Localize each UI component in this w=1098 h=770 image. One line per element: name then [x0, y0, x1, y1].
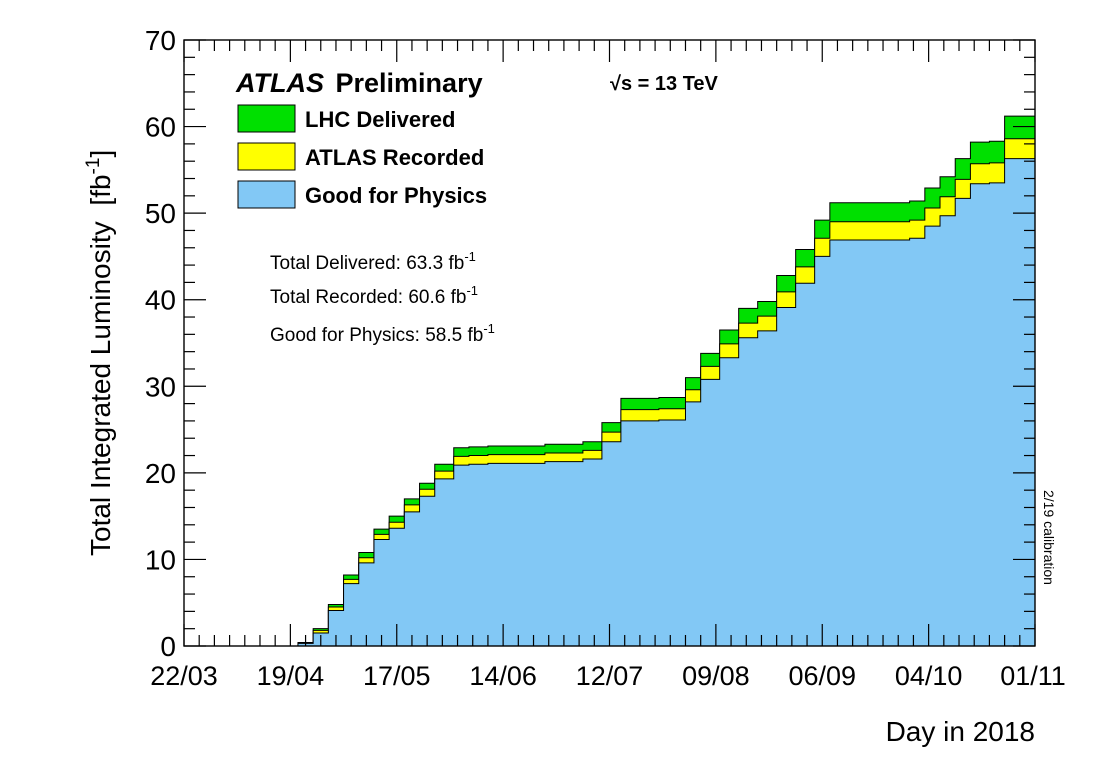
energy-label: √s = 13 TeV [610, 73, 719, 95]
y-tick-label: 0 [160, 631, 176, 662]
y-tick-label: 10 [145, 544, 176, 575]
y-tick-label: 50 [145, 198, 176, 229]
y-tick-label: 30 [145, 371, 176, 402]
legend: ATLAS Preliminary √s = 13 TeV LHC Delive… [235, 68, 719, 209]
legend-label-good: Good for Physics [305, 183, 487, 208]
x-tick-label: 04/10 [895, 661, 963, 691]
x-tick-label: 14/06 [469, 661, 537, 691]
x-tick-label: 17/05 [363, 661, 431, 691]
total-delivered-text: Total Delivered: 63.3 fb-1 [270, 249, 476, 274]
x-tick-label: 22/03 [150, 661, 218, 691]
x-tick-label: 19/04 [257, 661, 325, 691]
x-tick-label: 06/09 [788, 661, 856, 691]
calibration-note: 2/19 calibration [1041, 490, 1057, 585]
legend-label-delivered: LHC Delivered [305, 107, 455, 132]
y-axis-title: Total Integrated Luminosity [fb-1] [83, 150, 116, 556]
totals-annotation: Total Delivered: 63.3 fb-1 Total Recorde… [270, 249, 495, 346]
y-tick-label: 40 [145, 285, 176, 316]
legend-swatch-delivered [237, 104, 296, 133]
x-axis-title: Day in 2018 [886, 716, 1035, 747]
good-for-physics-text: Good for Physics: 58.5 fb-1 [270, 321, 495, 346]
x-axis: 22/03 19/04 17/05 14/06 12/07 09/08 06/09 04/10… [150, 40, 1066, 691]
legend-swatch-recorded [237, 142, 296, 171]
series-areas [184, 98, 1036, 647]
y-tick-label: 20 [145, 458, 176, 489]
x-tick-label: 01/11 [1000, 661, 1066, 691]
y-axis: 0 10 20 30 40 50 60 70 [145, 25, 1035, 662]
area-good-for-physics [184, 139, 1036, 647]
x-tick-label: 09/08 [682, 661, 750, 691]
total-recorded-text: Total Recorded: 60.6 fb-1 [270, 283, 478, 308]
legend-swatch-good [237, 180, 296, 209]
legend-title: ATLAS Preliminary [235, 68, 483, 98]
x-tick-label: 12/07 [576, 661, 644, 691]
y-tick-label: 60 [145, 112, 176, 143]
y-tick-label: 70 [145, 25, 176, 56]
legend-label-recorded: ATLAS Recorded [305, 145, 484, 170]
